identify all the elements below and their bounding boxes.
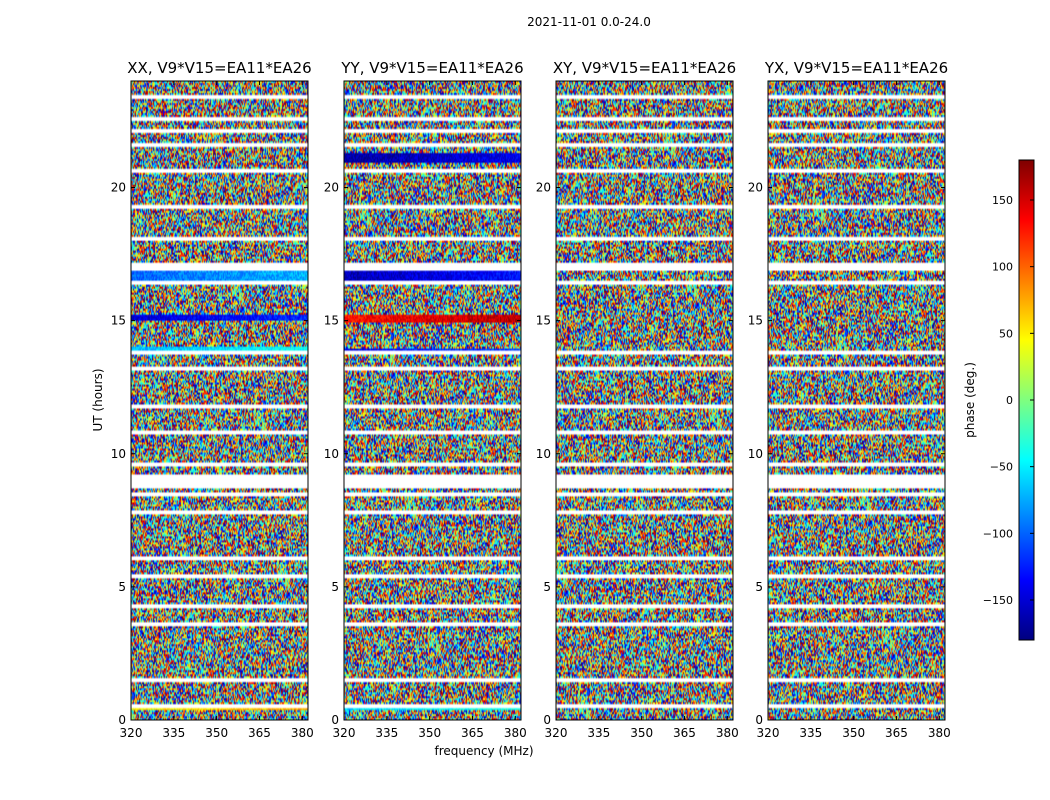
y-tick-label: 20 bbox=[748, 181, 763, 195]
x-tick-label: 380 bbox=[928, 726, 951, 740]
y-tick-label: 15 bbox=[324, 314, 339, 328]
colorbar-tick-label: −50 bbox=[990, 461, 1013, 474]
x-tick-label: 335 bbox=[162, 726, 185, 740]
y-tick-label: 15 bbox=[536, 314, 551, 328]
panel-group: XX, V9*V15=EA11*EA26 320 335 350 365 380 0 5 10 1… bbox=[111, 59, 951, 740]
y-tick-label: 10 bbox=[111, 447, 126, 461]
panel-frame bbox=[343, 80, 522, 721]
y-tick-label: 0 bbox=[118, 713, 126, 727]
x-tick-label: 335 bbox=[799, 726, 822, 740]
x-axis-label: frequency (MHz) bbox=[434, 744, 533, 758]
x-tick-label: 320 bbox=[545, 726, 568, 740]
panel-title: YX, V9*V15=EA11*EA26 bbox=[764, 59, 948, 77]
colorbar-tick-label: −100 bbox=[983, 527, 1013, 540]
y-tick-label: 0 bbox=[755, 713, 763, 727]
x-tick-label: 365 bbox=[673, 726, 696, 740]
panel-frame bbox=[130, 80, 309, 721]
y-axis-label: UT (hours) bbox=[91, 368, 105, 431]
colorbar-tick-label: 0 bbox=[1006, 394, 1013, 407]
x-tick-label: 335 bbox=[587, 726, 610, 740]
phase-heatmap-image bbox=[344, 81, 521, 720]
panel-title: XX, V9*V15=EA11*EA26 bbox=[127, 59, 311, 77]
y-tick-label: 20 bbox=[111, 181, 126, 195]
x-tick-label: 365 bbox=[248, 726, 271, 740]
x-tick-label: 380 bbox=[504, 726, 527, 740]
panel-title: YY, V9*V15=EA11*EA26 bbox=[340, 59, 523, 77]
panel-3: YX, V9*V15=EA11*EA26 320 335 350 365 380 0 5 10 1… bbox=[748, 59, 951, 740]
colorbar-tick-label: −150 bbox=[983, 594, 1013, 607]
x-tick-label: 320 bbox=[333, 726, 356, 740]
y-tick-label: 0 bbox=[543, 713, 551, 727]
phase-heatmap-image bbox=[131, 81, 308, 720]
colorbar-tick-label: 50 bbox=[999, 327, 1013, 340]
figure-suptitle: 2021-11-01 0.0-24.0 bbox=[527, 15, 651, 29]
panel-title: XY, V9*V15=EA11*EA26 bbox=[553, 59, 736, 77]
x-tick-label: 380 bbox=[716, 726, 739, 740]
y-tick-label: 15 bbox=[111, 314, 126, 328]
x-tick-label: 380 bbox=[291, 726, 314, 740]
x-tick-label: 350 bbox=[630, 726, 653, 740]
panel-0: XX, V9*V15=EA11*EA26 320 335 350 365 380 0 5 10 1… bbox=[111, 59, 314, 740]
y-tick-label: 20 bbox=[536, 181, 551, 195]
x-tick-label: 350 bbox=[205, 726, 228, 740]
x-tick-label: 320 bbox=[120, 726, 143, 740]
colorbar: −150 −100 −50 0 50 100 150 bbox=[983, 159, 1035, 641]
x-tick-label: 350 bbox=[842, 726, 865, 740]
y-tick-label: 5 bbox=[755, 580, 763, 594]
colorbar-tick-label: 150 bbox=[992, 194, 1013, 207]
panel-frame bbox=[767, 80, 946, 721]
y-tick-label: 0 bbox=[331, 713, 339, 727]
y-tick-label: 5 bbox=[118, 580, 126, 594]
colorbar-label: phase (deg.) bbox=[963, 362, 977, 438]
y-tick-label: 10 bbox=[536, 447, 551, 461]
y-tick-label: 5 bbox=[543, 580, 551, 594]
phase-heatmap-image bbox=[768, 81, 945, 720]
y-tick-label: 15 bbox=[748, 314, 763, 328]
x-tick-label: 335 bbox=[375, 726, 398, 740]
panel-2: XY, V9*V15=EA11*EA26 320 335 350 365 380 0 5 10 1… bbox=[536, 59, 739, 740]
x-tick-label: 365 bbox=[885, 726, 908, 740]
y-tick-label: 5 bbox=[331, 580, 339, 594]
y-tick-label: 20 bbox=[324, 181, 339, 195]
phase-heatmap-image bbox=[556, 81, 733, 720]
x-tick-label: 350 bbox=[418, 726, 441, 740]
panel-frame bbox=[555, 80, 734, 721]
colorbar-tick-label: 100 bbox=[992, 261, 1013, 274]
y-tick-label: 10 bbox=[748, 447, 763, 461]
x-tick-label: 320 bbox=[757, 726, 780, 740]
x-tick-label: 365 bbox=[461, 726, 484, 740]
panel-1: YY, V9*V15=EA11*EA26 320 335 350 365 380 0 5 10 1… bbox=[324, 59, 527, 740]
y-tick-label: 10 bbox=[324, 447, 339, 461]
